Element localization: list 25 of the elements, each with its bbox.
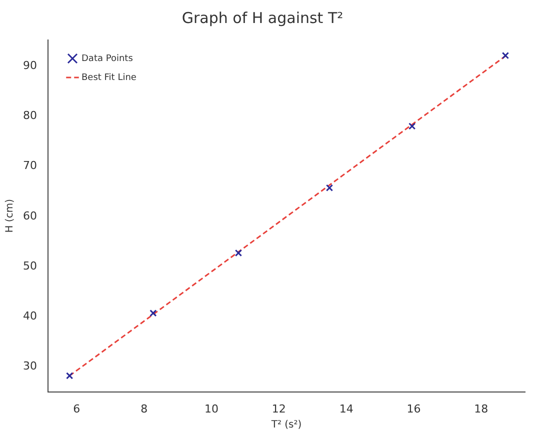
y-tick-label: 70 — [22, 159, 37, 172]
x-tick-label: 12 — [272, 402, 286, 416]
point — [408, 122, 416, 130]
x-tick-label: 10 — [204, 402, 218, 416]
legend-label: Data Points — [81, 54, 134, 64]
point — [326, 184, 334, 192]
x-tick-label: 16 — [406, 402, 421, 416]
x-tick-label: 14 — [339, 402, 354, 416]
point — [150, 310, 157, 317]
x-axis-title: T² (s²) — [270, 420, 302, 431]
y-tick-label: 50 — [22, 259, 37, 272]
x-tick-label: 8 — [140, 402, 148, 416]
y-tick-label: 60 — [22, 209, 37, 222]
x-tick-label: 18 — [474, 402, 488, 416]
y-tick-label: 90 — [22, 58, 37, 72]
point — [502, 52, 510, 60]
y-tick-label: 30 — [22, 360, 37, 373]
y-tick-label: 40 — [22, 309, 37, 322]
x-tick-label: 6 — [73, 402, 80, 416]
point — [234, 249, 242, 257]
y-axis-title: H (cm) — [4, 198, 16, 233]
chart-title: Graph of H against T² — [182, 8, 344, 27]
y-tick-label: 80 — [22, 109, 37, 122]
legend-label: Best Fit Line — [81, 72, 137, 83]
point — [66, 372, 74, 380]
